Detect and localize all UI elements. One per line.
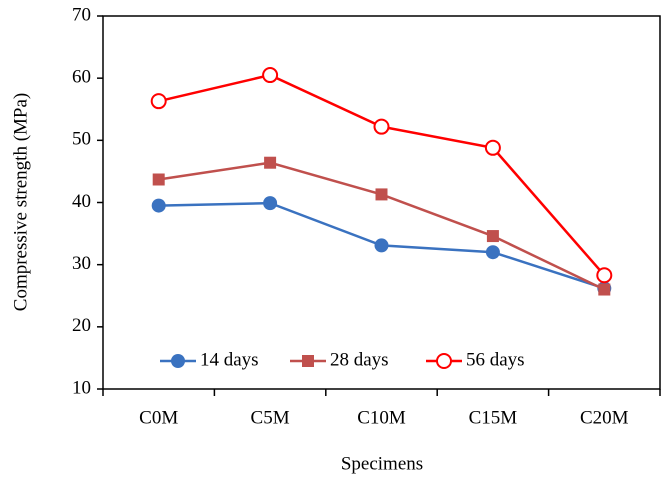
marker bbox=[262, 67, 279, 84]
y-tick-label: 40 bbox=[72, 191, 91, 212]
plot-frame bbox=[102, 15, 661, 390]
marker bbox=[596, 267, 613, 284]
legend-marker bbox=[436, 353, 452, 369]
y-tick-label: 30 bbox=[72, 253, 91, 274]
marker bbox=[152, 173, 165, 186]
marker bbox=[263, 196, 278, 211]
marker bbox=[375, 188, 388, 201]
x-tick-label: C10M bbox=[357, 407, 406, 428]
legend-label: 56 days bbox=[466, 349, 525, 370]
marker bbox=[151, 198, 166, 213]
x-tick-label: C15M bbox=[469, 407, 518, 428]
legend-marker bbox=[171, 354, 185, 368]
marker bbox=[484, 139, 501, 156]
x-axis-label: Specimens bbox=[341, 453, 423, 474]
x-tick-label: C20M bbox=[580, 407, 629, 428]
marker bbox=[264, 156, 277, 169]
y-tick-label: 60 bbox=[72, 67, 91, 88]
series-line bbox=[158, 161, 605, 291]
legend-label: 14 days bbox=[200, 349, 259, 370]
y-axis-label: Compressive strength (MPa) bbox=[10, 93, 31, 311]
x-tick-label: C5M bbox=[251, 407, 290, 428]
marker bbox=[150, 93, 167, 110]
legend-marker bbox=[302, 355, 314, 367]
y-tick-label: 70 bbox=[72, 4, 91, 25]
marker bbox=[486, 230, 499, 243]
marker bbox=[485, 245, 500, 260]
x-tick-label: C0M bbox=[139, 407, 178, 428]
y-tick-label: 50 bbox=[72, 129, 91, 150]
marker bbox=[373, 118, 390, 135]
y-tick-label: 20 bbox=[72, 315, 91, 336]
marker bbox=[598, 283, 611, 296]
marker bbox=[374, 238, 389, 253]
y-tick-label: 10 bbox=[72, 377, 91, 398]
legend-label: 28 days bbox=[330, 349, 389, 370]
